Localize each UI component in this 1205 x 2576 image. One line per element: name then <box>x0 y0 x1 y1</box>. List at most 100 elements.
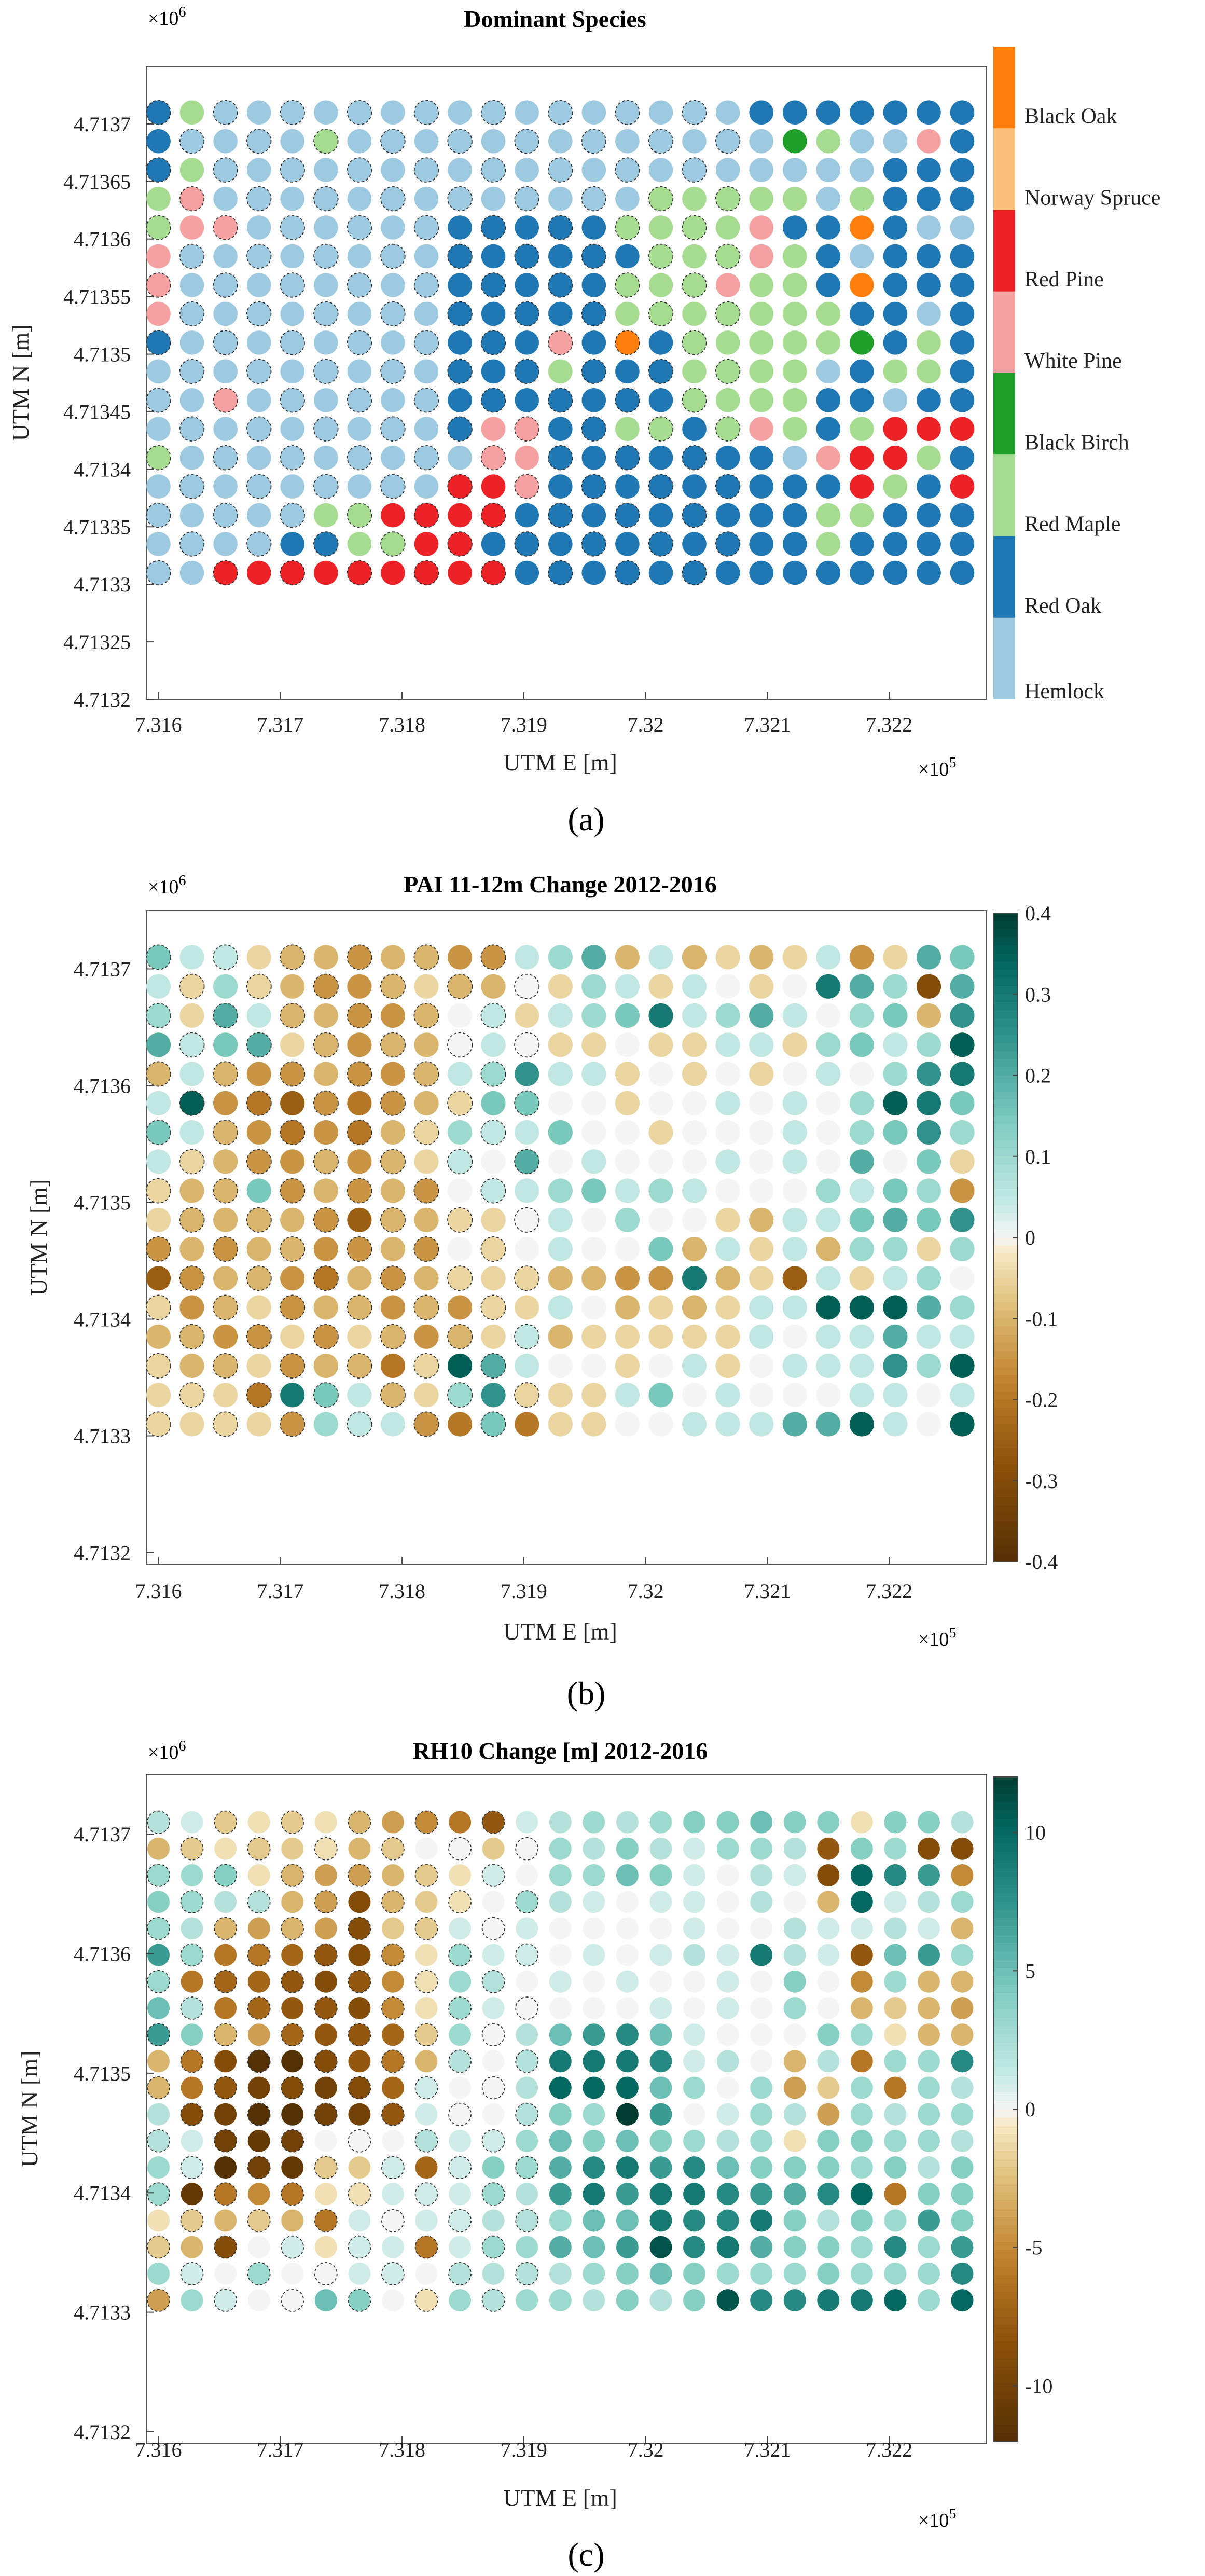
data-point <box>514 359 539 384</box>
data-point <box>749 974 774 999</box>
data-point <box>715 158 740 182</box>
data-point <box>413 215 439 240</box>
legend-label: Norway Spruce <box>1024 186 1160 210</box>
data-point <box>380 301 406 327</box>
data-point <box>683 1970 705 1993</box>
data-point <box>247 1864 270 1886</box>
colorbar-segment <box>993 954 1018 962</box>
data-point <box>280 474 304 499</box>
colorbar-segment <box>993 1935 1018 1944</box>
data-point <box>347 129 372 154</box>
colorbar-segment <box>993 1827 1018 1836</box>
data-point <box>583 1837 605 1860</box>
data-point <box>448 273 472 297</box>
data-point <box>950 532 975 556</box>
data-point <box>280 301 304 326</box>
data-point <box>247 2049 271 2073</box>
data-point <box>950 244 975 269</box>
data-point <box>783 1837 806 1860</box>
data-point <box>581 1266 606 1291</box>
colorbar-segment <box>993 978 1018 987</box>
colorbar-segment <box>993 1794 1018 1802</box>
data-point <box>179 445 204 470</box>
data-point <box>649 2129 672 2152</box>
colorbar-segment <box>993 1075 1018 1084</box>
data-point <box>348 2289 371 2312</box>
data-point <box>280 1383 305 1408</box>
data-point <box>715 474 741 499</box>
data-point <box>950 1324 975 1349</box>
colorbar-segment <box>993 2126 1018 2134</box>
data-point <box>213 532 238 556</box>
data-point <box>213 1119 239 1145</box>
data-point <box>950 945 975 970</box>
data-point <box>682 1353 707 1379</box>
data-point <box>280 1003 306 1029</box>
data-point <box>380 1032 406 1058</box>
y-tick-label: 4.7135 <box>74 343 131 366</box>
data-point <box>381 2209 405 2233</box>
colorbar-segment <box>993 2084 1018 2093</box>
data-point <box>616 2156 639 2179</box>
colorbar-segment <box>993 1440 1018 1449</box>
data-point <box>179 1236 204 1262</box>
data-point <box>849 1032 874 1057</box>
data-point <box>850 244 874 269</box>
colorbar-segment <box>993 2092 1018 2101</box>
data-point <box>515 1236 539 1262</box>
data-point <box>749 359 773 384</box>
colorbar-segment <box>993 2051 1018 2060</box>
data-point <box>749 1353 774 1379</box>
data-point <box>884 1837 907 1860</box>
data-point <box>348 2182 371 2206</box>
y-tick-label: 4.7135 <box>74 1191 131 1215</box>
data-point <box>715 416 741 442</box>
data-point <box>515 1178 539 1203</box>
data-point <box>414 244 439 269</box>
data-point <box>213 1003 239 1029</box>
data-point <box>447 243 473 269</box>
data-point <box>280 1353 306 1379</box>
data-point <box>749 1207 774 1232</box>
data-point <box>146 100 171 125</box>
data-point <box>448 945 473 970</box>
data-point <box>816 974 841 999</box>
data-point <box>281 2182 304 2206</box>
data-point <box>213 560 238 586</box>
data-point <box>683 2129 705 2152</box>
data-point <box>950 1062 975 1086</box>
colorbar-segment <box>993 2292 1018 2301</box>
data-point <box>782 1353 807 1379</box>
data-point <box>516 2183 538 2206</box>
data-point <box>415 2209 438 2232</box>
x-tick-label: 7.321 <box>744 2438 791 2461</box>
data-point <box>583 1864 605 1886</box>
data-point <box>214 1891 237 1913</box>
data-point <box>280 1091 305 1115</box>
data-point <box>447 416 473 442</box>
data-point <box>313 129 339 154</box>
colorbar-segment <box>993 2142 1018 2151</box>
colorbar-segment <box>993 1002 1018 1011</box>
data-point <box>415 1944 438 1966</box>
data-point <box>850 215 874 240</box>
data-point <box>649 1864 672 1886</box>
data-point <box>548 186 573 211</box>
data-point <box>749 1062 774 1086</box>
colorbar-segment <box>993 1943 1018 1952</box>
data-point <box>648 531 674 557</box>
data-point <box>146 244 171 269</box>
data-point <box>447 301 473 327</box>
data-point <box>916 1266 941 1291</box>
data-point <box>648 186 674 212</box>
colorbar-segment <box>993 1835 1018 1844</box>
data-point <box>750 2076 773 2099</box>
data-point <box>181 2289 203 2312</box>
data-point <box>817 1891 840 1913</box>
data-point <box>849 1412 874 1437</box>
data-point <box>280 186 304 211</box>
data-point <box>749 532 773 556</box>
data-point <box>514 1032 540 1058</box>
data-point <box>850 158 874 182</box>
data-point <box>448 388 472 412</box>
